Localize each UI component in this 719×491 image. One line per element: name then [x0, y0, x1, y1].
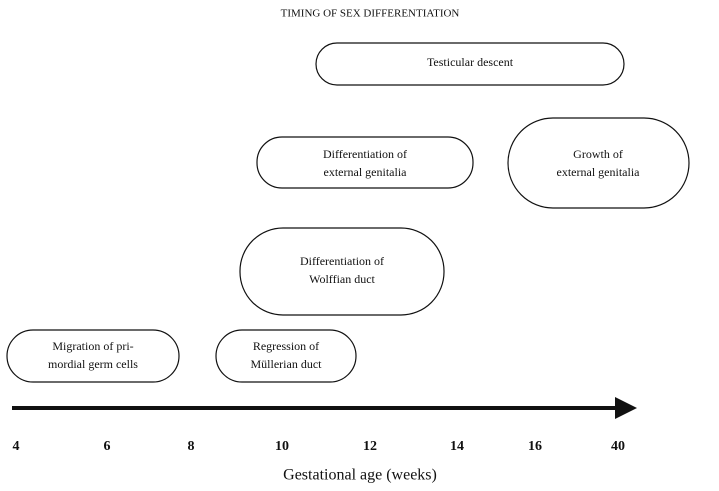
tick-label: 4 — [13, 439, 20, 454]
event-shape — [215, 329, 357, 383]
arrow-head — [615, 397, 637, 419]
event-shape — [6, 329, 180, 383]
tick-label: 16 — [528, 439, 542, 454]
tick-label: 8 — [188, 439, 195, 454]
event-shape — [256, 136, 474, 189]
event-label: Testicular descent — [427, 55, 514, 69]
tick-label: 6 — [104, 439, 111, 454]
event-label: Müllerian duct — [251, 357, 323, 371]
tick-label: 12 — [363, 439, 377, 454]
tick-label: 40 — [611, 439, 625, 454]
event-label: Differentiation of — [323, 147, 407, 161]
event-shape — [507, 117, 690, 209]
tick-label: 14 — [450, 439, 464, 454]
axis-label: Gestational age (weeks) — [283, 467, 437, 484]
event-label: external genitalia — [324, 165, 408, 179]
event-label: Wolffian duct — [309, 272, 375, 286]
event-label: mordial germ cells — [48, 357, 138, 371]
event-label: Differentiation of — [300, 254, 384, 268]
event-shape — [239, 227, 445, 316]
title: TIMING OF SEX DIFFERENTIATION — [281, 8, 460, 20]
tick-label: 10 — [275, 439, 289, 454]
event-label: external genitalia — [557, 165, 641, 179]
event-label: Growth of — [573, 147, 623, 161]
event-shape — [315, 42, 625, 86]
event-label: Regression of — [253, 339, 319, 353]
event-label: Migration of pri- — [52, 339, 133, 353]
